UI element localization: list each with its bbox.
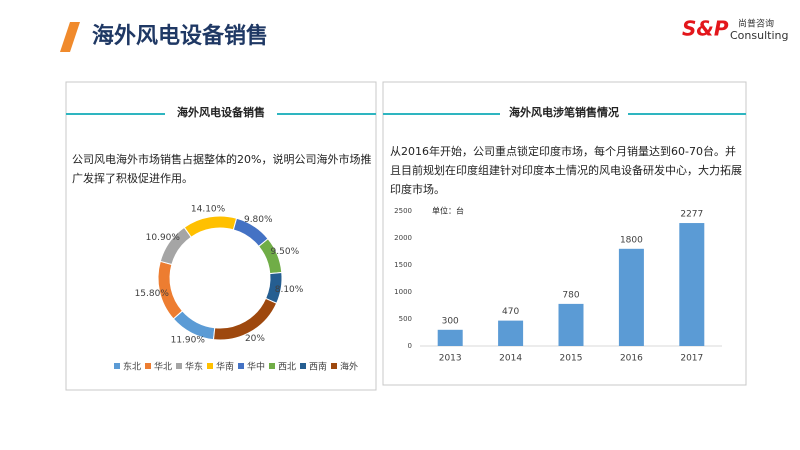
y-tick-label: 1000 bbox=[394, 288, 412, 296]
data-label: 9.80% bbox=[244, 215, 273, 225]
donut-slice bbox=[212, 297, 278, 341]
donut-slice bbox=[183, 215, 238, 238]
legend-swatch bbox=[176, 363, 182, 369]
data-label: 20% bbox=[245, 334, 265, 344]
legend-label: 西南 bbox=[309, 361, 327, 373]
x-tick-label: 2015 bbox=[560, 354, 583, 364]
data-label: 15.80% bbox=[135, 289, 170, 299]
bar bbox=[558, 303, 584, 346]
y-tick-label: 2500 bbox=[394, 207, 412, 215]
legend-swatch bbox=[207, 363, 213, 369]
legend-swatch bbox=[238, 363, 244, 369]
unit-note: 单位：台 bbox=[432, 206, 464, 216]
x-tick-label: 2013 bbox=[439, 354, 462, 364]
x-tick-label: 2016 bbox=[620, 354, 643, 364]
title-slash bbox=[60, 22, 80, 52]
bar bbox=[618, 248, 644, 346]
data-label: 2277 bbox=[680, 210, 703, 220]
panel-title: 海外风电设备销售 bbox=[177, 105, 265, 119]
data-label: 11.90% bbox=[171, 336, 206, 346]
legend-swatch bbox=[145, 363, 151, 369]
logo-en: Consulting bbox=[730, 29, 788, 42]
bar bbox=[437, 329, 463, 346]
panel-text: 从2016年开始，公司重点锁定印度市场，每个月销量达到60-70台。并且目前规划… bbox=[390, 145, 742, 196]
legend-label: 海外 bbox=[340, 361, 358, 373]
data-label: 14.10% bbox=[191, 205, 226, 215]
legend-label: 东北 bbox=[123, 361, 141, 373]
data-label: 8.10% bbox=[275, 285, 304, 295]
data-label: 1800 bbox=[620, 235, 643, 245]
legend-swatch bbox=[269, 363, 275, 369]
y-tick-label: 2000 bbox=[394, 234, 412, 242]
panel-text: 公司风电海外市场销售占据整体的20%，说明公司海外市场推广发挥了积极促进作用。 bbox=[72, 153, 372, 185]
x-tick-label: 2017 bbox=[680, 354, 703, 364]
legend-swatch bbox=[114, 363, 120, 369]
legend-label: 华北 bbox=[154, 361, 172, 373]
data-label: 300 bbox=[442, 316, 459, 326]
legend-swatch bbox=[331, 363, 337, 369]
y-tick-label: 500 bbox=[399, 315, 412, 323]
data-label: 780 bbox=[562, 290, 579, 300]
right-panel bbox=[382, 81, 747, 386]
logo-brand: S&P bbox=[682, 17, 729, 41]
x-tick-label: 2014 bbox=[499, 354, 522, 364]
y-tick-label: 0 bbox=[408, 342, 412, 350]
legend-label: 华中 bbox=[247, 361, 265, 373]
legend-label: 西北 bbox=[278, 362, 296, 373]
logo-cn: 尚普咨询 bbox=[738, 18, 774, 30]
bar bbox=[498, 320, 524, 346]
legend-label: 华南 bbox=[216, 361, 234, 373]
legend-label: 华东 bbox=[185, 361, 203, 373]
data-label: 10.90% bbox=[146, 233, 181, 243]
data-label: 9.50% bbox=[271, 247, 300, 257]
panel-title: 海外风电涉笔销售情况 bbox=[509, 105, 619, 119]
y-tick-label: 1500 bbox=[394, 261, 412, 269]
data-label: 470 bbox=[502, 307, 519, 317]
bar bbox=[679, 223, 705, 346]
title-backdrop bbox=[165, 102, 277, 124]
title-backdrop bbox=[500, 102, 628, 124]
legend-swatch bbox=[300, 363, 306, 369]
left-panel bbox=[65, 81, 377, 391]
page-title: 海外风电设备销售 bbox=[92, 23, 268, 49]
